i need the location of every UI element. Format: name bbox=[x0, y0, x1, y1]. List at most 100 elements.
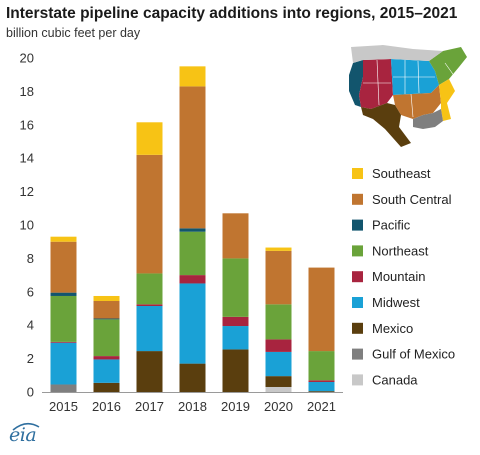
bar-segment-northeast bbox=[179, 231, 206, 276]
bar-segment-northeast bbox=[308, 351, 335, 381]
map-region-northeast bbox=[429, 47, 467, 85]
bar-segment-mexico bbox=[308, 391, 335, 392]
x-tick-label: 2021 bbox=[307, 399, 336, 414]
bar-segment-mexico bbox=[93, 382, 120, 392]
bar-segment-mountain bbox=[265, 339, 292, 352]
x-tick-label: 2019 bbox=[221, 399, 250, 414]
us-regions-map bbox=[349, 45, 467, 147]
bar-stack-2018 bbox=[179, 66, 206, 392]
y-tick-label: 20 bbox=[20, 51, 34, 66]
bar-segment-southeast bbox=[136, 122, 163, 155]
bar-segment-south-central bbox=[93, 300, 120, 319]
bar-segment-midwest bbox=[136, 305, 163, 352]
x-tick-label: 2018 bbox=[178, 399, 207, 414]
bar-segment-mountain bbox=[179, 275, 206, 284]
map-region-gulf-of-mexico bbox=[413, 109, 443, 129]
bar-segment-midwest bbox=[308, 381, 335, 392]
bar-stack-2016 bbox=[93, 295, 120, 392]
legend-label: Mountain bbox=[372, 269, 425, 284]
bar-segment-south-central bbox=[50, 241, 77, 293]
bar-segment-canada bbox=[265, 386, 292, 392]
x-tick-label: 2015 bbox=[49, 399, 78, 414]
bar-segment-mountain bbox=[136, 304, 163, 306]
chart-title: Interstate pipeline capacity additions i… bbox=[6, 5, 458, 22]
bar-segment-south-central bbox=[179, 86, 206, 229]
map-region-mountain bbox=[359, 59, 393, 109]
bar-stack-2015 bbox=[50, 236, 77, 392]
y-tick-label: 8 bbox=[27, 251, 34, 266]
y-tick-label: 2 bbox=[27, 351, 34, 366]
bar-segment-pacific bbox=[50, 292, 77, 296]
bar-segment-mexico bbox=[179, 363, 206, 392]
legend-label: Mexico bbox=[372, 321, 413, 336]
x-tick-label: 2016 bbox=[92, 399, 121, 414]
bar-segment-northeast bbox=[222, 258, 249, 317]
x-axis: 2015 2016 2017 2018 2019 2020 2021 bbox=[42, 392, 343, 414]
y-axis-unit-label: billion cubic feet per day bbox=[6, 26, 141, 40]
bar-segment-midwest bbox=[50, 342, 77, 385]
legend-swatch-mountain bbox=[352, 271, 363, 283]
bar-segment-mountain bbox=[308, 380, 335, 382]
legend-label: South Central bbox=[372, 192, 452, 207]
legend-label: Northeast bbox=[372, 243, 429, 258]
legend-label: Southeast bbox=[372, 166, 431, 181]
bar-segment-southeast bbox=[265, 247, 292, 251]
bar-segment-mountain bbox=[222, 316, 249, 327]
bar-segment-southeast bbox=[179, 66, 206, 87]
bar-segment-midwest bbox=[93, 359, 120, 383]
bar-stack-2020 bbox=[265, 247, 292, 392]
bar-segment-pacific bbox=[179, 228, 206, 232]
eia-logo-text: eia bbox=[9, 424, 37, 446]
bar-segment-gulf-of-mexico bbox=[50, 384, 77, 392]
y-tick-label: 10 bbox=[20, 218, 34, 233]
legend-label: Pacific bbox=[372, 218, 411, 233]
legend-swatch-southeast bbox=[352, 168, 363, 179]
bar-segment-south-central bbox=[265, 250, 292, 305]
bar-segment-mountain bbox=[50, 341, 77, 343]
bar-segment-mexico bbox=[222, 349, 249, 392]
y-tick-label: 12 bbox=[20, 184, 34, 199]
bar-segment-south-central bbox=[136, 154, 163, 274]
y-axis: 0 2 4 6 8 10 12 14 16 18 20 bbox=[20, 51, 34, 400]
bar-segment-northeast bbox=[50, 295, 77, 342]
legend-label: Midwest bbox=[372, 295, 420, 310]
bar-stack-2019 bbox=[222, 213, 249, 392]
y-tick-label: 18 bbox=[20, 84, 34, 99]
y-tick-label: 16 bbox=[20, 117, 34, 132]
bar-segment-southeast bbox=[50, 236, 77, 242]
map-region-southeast bbox=[439, 79, 455, 121]
bar-segment-midwest bbox=[179, 283, 206, 364]
legend: Southeast South Central Pacific Northeast Mo… bbox=[352, 166, 455, 387]
map-region-canada bbox=[351, 45, 443, 63]
legend-label: Gulf of Mexico bbox=[372, 347, 455, 362]
bar-segment-mexico bbox=[265, 376, 292, 387]
legend-swatch-south-central bbox=[352, 193, 363, 205]
x-tick-label: 2020 bbox=[264, 399, 293, 414]
bar-segment-midwest bbox=[222, 326, 249, 350]
legend-swatch-gulf-of-mexico bbox=[352, 348, 363, 360]
bar-segment-mexico bbox=[136, 351, 163, 392]
legend-swatch-pacific bbox=[352, 219, 363, 231]
bar-segment-northeast bbox=[136, 273, 163, 305]
legend-swatch-midwest bbox=[352, 297, 363, 308]
bar-segment-midwest bbox=[265, 351, 292, 377]
y-tick-label: 0 bbox=[27, 385, 34, 400]
bar-stacks bbox=[50, 66, 335, 392]
bar-segment-south-central bbox=[222, 213, 249, 259]
map-region-pacific bbox=[349, 60, 363, 107]
bar-segment-pacific bbox=[93, 318, 120, 320]
eia-logo: eia bbox=[9, 422, 45, 451]
y-tick-label: 6 bbox=[27, 284, 34, 299]
bar-segment-south-central bbox=[308, 267, 335, 352]
legend-swatch-canada bbox=[352, 374, 363, 386]
map-region-south-central bbox=[393, 85, 441, 119]
y-tick-label: 14 bbox=[20, 151, 34, 166]
map-region-mexico bbox=[361, 103, 411, 147]
bar-segment-southeast bbox=[93, 295, 120, 301]
bar-segment-mountain bbox=[93, 356, 120, 360]
x-tick-label: 2017 bbox=[135, 399, 164, 414]
bar-segment-northeast bbox=[265, 304, 292, 340]
bar-segment-northeast bbox=[93, 319, 120, 357]
legend-swatch-northeast bbox=[352, 245, 363, 257]
